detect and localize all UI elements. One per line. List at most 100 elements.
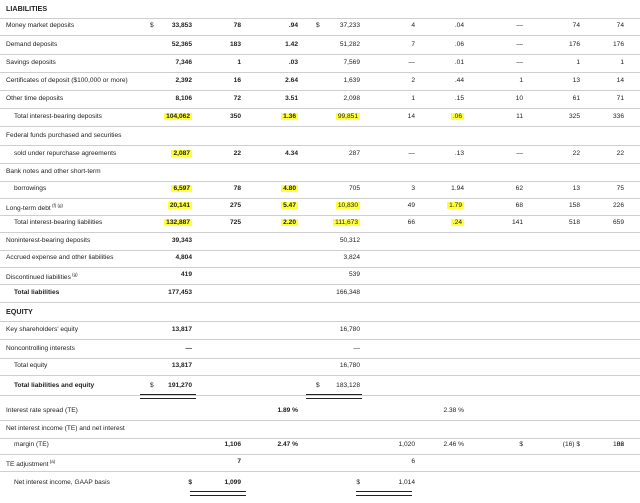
cell-value: 16,780 [339,362,360,369]
cell-value: 1 [411,95,415,102]
row-divider [0,267,640,268]
table-cell: — [381,145,415,163]
table-cell: 7,569 [316,54,360,72]
table-cell: 51,282 [316,36,360,54]
cell-value: .44 [454,77,464,84]
table-cell: 39,343 [148,232,192,250]
row-label: TE adjustment (a) [6,459,56,469]
table-cell: 191,270 [148,377,192,395]
table-cell: 14 [588,72,624,90]
table-cell: 37,233 [316,17,360,35]
cell-value: 49 [407,202,415,209]
cell-value: 62 [515,185,523,192]
table-cell: — [493,17,523,35]
table-cell: 22 [205,145,241,163]
cell-value: 659 [612,219,624,226]
table-row: EQUITY [0,303,640,321]
table-cell: .06 [424,108,464,126]
table-cell: 61 [540,90,580,108]
cell-value: 68 [515,202,523,209]
table-cell: 68 [493,197,523,215]
cell-value: 325 [568,113,580,120]
cell-value: 6,597 [171,185,192,192]
table-cell: 13,817 [148,357,192,375]
table-cell: 1.94 [424,180,464,198]
cell-value: 104,062 [164,113,192,120]
table-cell: 78 [205,180,241,198]
table-cell: 1,639 [316,72,360,90]
cell-value: — [353,345,360,352]
table-row: Total liabilities 177,453 166,348 [0,284,640,302]
table-cell: .06 [424,36,464,54]
cell-value: 4.34 [285,150,298,157]
cell-value: 111,673 [333,219,360,226]
cell-value: 7 [237,458,241,465]
cell-value: 7 [411,41,415,48]
table-cell: 10,830 [316,197,360,215]
table-row: Total interest-bearing deposits 104,062 35… [0,108,640,126]
table-cell: $ [316,474,360,492]
cell-value: — [408,59,415,66]
row-label: Long-term debt (f) (g) [6,203,63,213]
cell-value: $ [519,441,523,448]
table-row: Money market deposits $33,853 78 .94 $37,233… [0,17,640,35]
table-cell: 11 [493,108,523,126]
table-cell: 102 [588,436,624,454]
table-row: Net interest income (TE) and net interes… [0,420,640,438]
cell-value: 1.36 [281,113,298,120]
table-cell: 1 [205,54,241,72]
row-label: Savings deposits [6,59,56,66]
table-cell: 166,348 [316,284,360,302]
cell-value: — [185,345,192,352]
table-row: Long-term debt (f) (g) 20,141 275 5.47 10,83… [0,197,640,215]
cell-value: 336 [612,113,624,120]
cell-value: .94 [288,22,298,29]
cell-value: 2.64 [285,77,298,84]
table-cell: 2.38 % [424,402,464,420]
table-cell: 50,312 [316,232,360,250]
table-cell: 62 [493,180,523,198]
cell-value: 539 [348,271,360,278]
table-cell: — [493,54,523,72]
row-divider [0,163,640,164]
row-divider [0,72,640,73]
footnote-marker: (a) [48,459,56,464]
table-row: Total liabilities and equity $191,270 $183… [0,377,640,395]
cell-value: 33,853 [171,22,192,29]
cell-value: 1.89 % [277,407,298,414]
table-cell: 4,804 [148,249,192,267]
table-cell: .13 [424,145,464,163]
table-cell: 518 [540,214,580,232]
row-label: Noninterest-bearing deposits [6,237,91,244]
row-divider [0,395,640,396]
table-row: Other time deposits 8,106 72 3.51 2,098 1 .15 1… [0,90,640,108]
cell-value: 13,817 [171,326,192,333]
table-cell: 1.36 [258,108,298,126]
table-cell: 1,014 [381,474,415,492]
cell-value: .06 [450,113,464,120]
table-cell: $ [316,377,328,395]
table-cell: 16 [205,72,241,90]
row-divider [0,18,640,19]
cell-value: 72 [233,95,241,102]
row-divider [0,145,640,146]
cell-value: 141 [511,219,523,226]
table-cell: 6 [381,453,415,471]
cell-value: 14 [407,113,415,120]
row-label: borrowings [14,185,47,192]
cell-value: 13 [572,185,580,192]
table-cell: 52,365 [148,36,192,54]
cell-value: 11 [516,113,523,120]
cell-value: — [516,41,523,48]
cell-value: — [516,59,523,66]
cell-value: 1,639 [343,77,360,84]
table-cell: 7 [205,453,241,471]
table-cell: 20,141 [148,197,192,215]
row-label: Total liabilities and equity [14,382,95,389]
table-cell: 49 [381,197,415,215]
table-cell: 287 [316,145,360,163]
cell-value: 78 [233,185,241,192]
cell-value: 1.42 [285,41,298,48]
cell-value: 2.46 % [443,441,464,448]
